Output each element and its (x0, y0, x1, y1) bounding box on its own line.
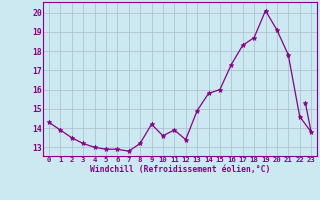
X-axis label: Windchill (Refroidissement éolien,°C): Windchill (Refroidissement éolien,°C) (90, 165, 270, 174)
